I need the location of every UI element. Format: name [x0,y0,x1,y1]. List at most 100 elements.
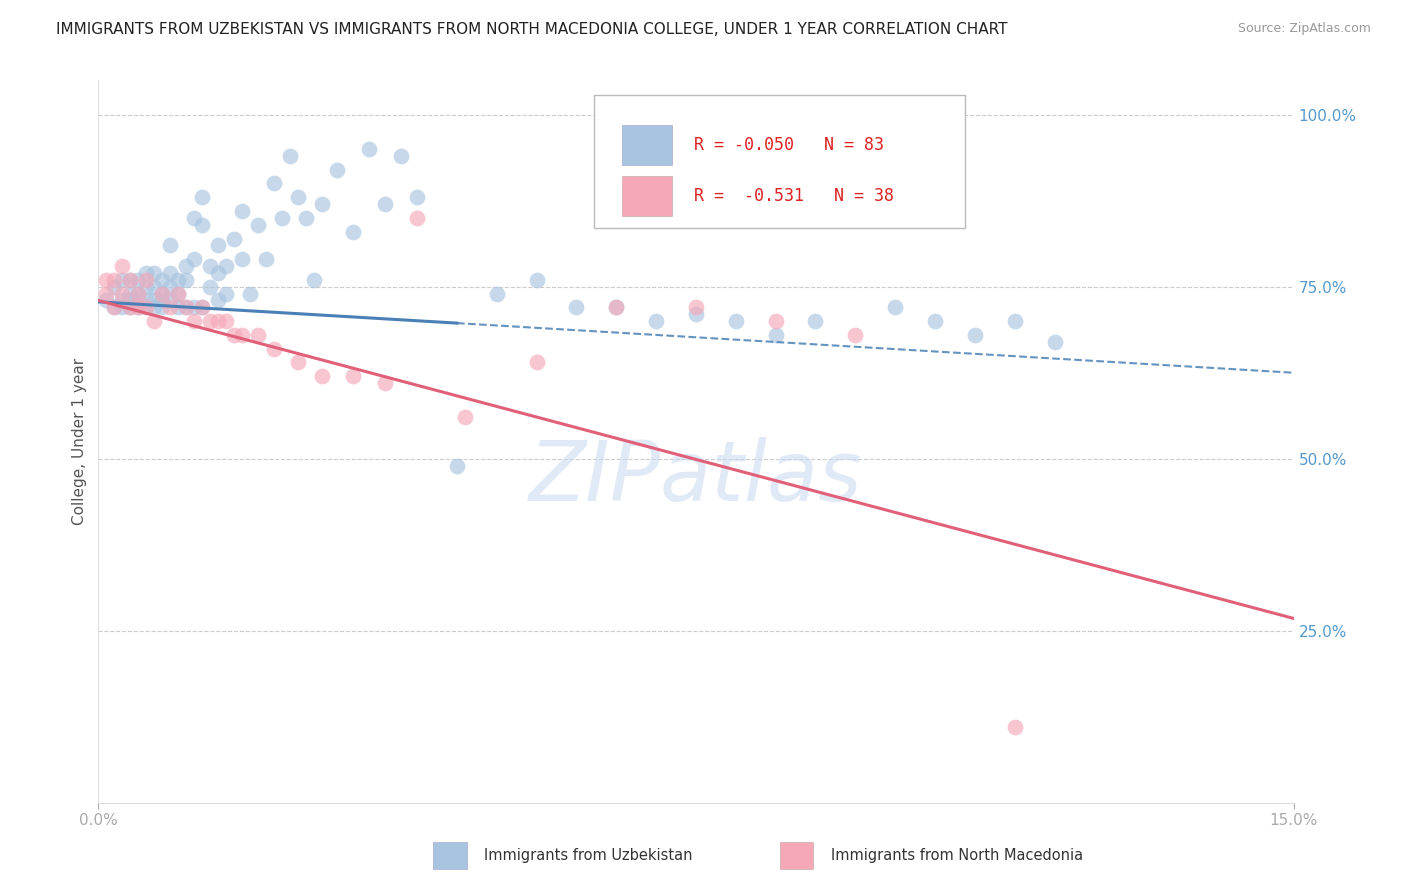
Point [183,314,205,328]
Point [143,266,166,280]
Point [150,286,173,301]
Point [374,376,396,390]
Point [143,301,166,315]
Point [1004,314,1026,328]
Point [446,458,468,473]
Point [207,266,229,280]
Point [150,293,173,308]
Point [111,293,134,308]
Point [120,286,142,301]
Point [135,266,157,280]
Point [183,301,205,315]
Point [685,307,707,321]
Point [374,197,396,211]
Point [326,162,349,177]
Point [191,190,214,204]
Point [143,293,166,308]
Point [127,273,149,287]
Point [120,273,142,287]
Point [359,142,381,156]
Point [103,301,125,315]
Point [191,218,214,232]
Point [183,211,205,225]
Point [159,301,181,315]
Text: Source: ZipAtlas.com: Source: ZipAtlas.com [1237,22,1371,36]
Point [159,238,181,252]
Point [127,293,149,308]
Point [103,279,125,293]
Point [198,279,221,293]
Point [103,273,125,287]
Point [183,252,205,267]
Point [311,369,333,384]
Point [120,273,142,287]
Point [485,286,508,301]
Point [605,301,627,315]
Point [287,355,309,369]
Point [96,286,118,301]
Point [645,314,668,328]
Point [231,204,253,219]
Text: R =  -0.531   N = 38: R = -0.531 N = 38 [693,187,894,205]
Point [231,252,253,267]
Point [191,301,214,315]
Point [406,190,429,204]
Text: ZIPatlas: ZIPatlas [529,437,863,518]
Text: IMMIGRANTS FROM UZBEKISTAN VS IMMIGRANTS FROM NORTH MACEDONIA COLLEGE, UNDER 1 Y: IMMIGRANTS FROM UZBEKISTAN VS IMMIGRANTS… [56,22,1008,37]
Point [159,293,181,308]
Point [167,273,190,287]
Point [111,259,134,273]
Point [143,279,166,293]
Point [302,273,325,287]
Text: R = -0.050   N = 83: R = -0.050 N = 83 [693,136,883,154]
Text: Immigrants from Uzbekistan: Immigrants from Uzbekistan [485,848,693,863]
Point [103,301,125,315]
Point [605,301,627,315]
Point [127,286,149,301]
Point [924,314,946,328]
Point [159,266,181,280]
Point [765,327,787,342]
Point [167,301,190,315]
Point [215,259,238,273]
Bar [621,126,672,165]
Point [844,327,866,342]
Point [239,286,262,301]
Y-axis label: College, Under 1 year: College, Under 1 year [72,358,87,525]
Point [207,314,229,328]
Point [135,301,157,315]
Point [215,314,238,328]
Point [963,327,986,342]
Point [724,314,747,328]
Point [246,218,269,232]
Point [804,314,827,328]
Point [167,286,190,301]
Point [135,301,157,315]
Point [135,273,157,287]
Point [278,149,301,163]
Point [215,286,238,301]
Point [454,410,477,425]
Bar [621,176,672,216]
Point [111,273,134,287]
Point [111,301,134,315]
Point [143,314,166,328]
Point [565,301,588,315]
Point [884,301,907,315]
Point [311,197,333,211]
Point [135,279,157,293]
Point [174,273,197,287]
Point [150,286,173,301]
Point [270,211,292,225]
Point [1004,720,1026,734]
FancyBboxPatch shape [595,95,965,228]
Point [1043,334,1066,349]
Point [389,149,412,163]
Point [287,190,309,204]
Bar [779,842,813,870]
Point [174,259,197,273]
Point [207,238,229,252]
Point [222,327,245,342]
Point [127,301,149,315]
Point [294,211,316,225]
